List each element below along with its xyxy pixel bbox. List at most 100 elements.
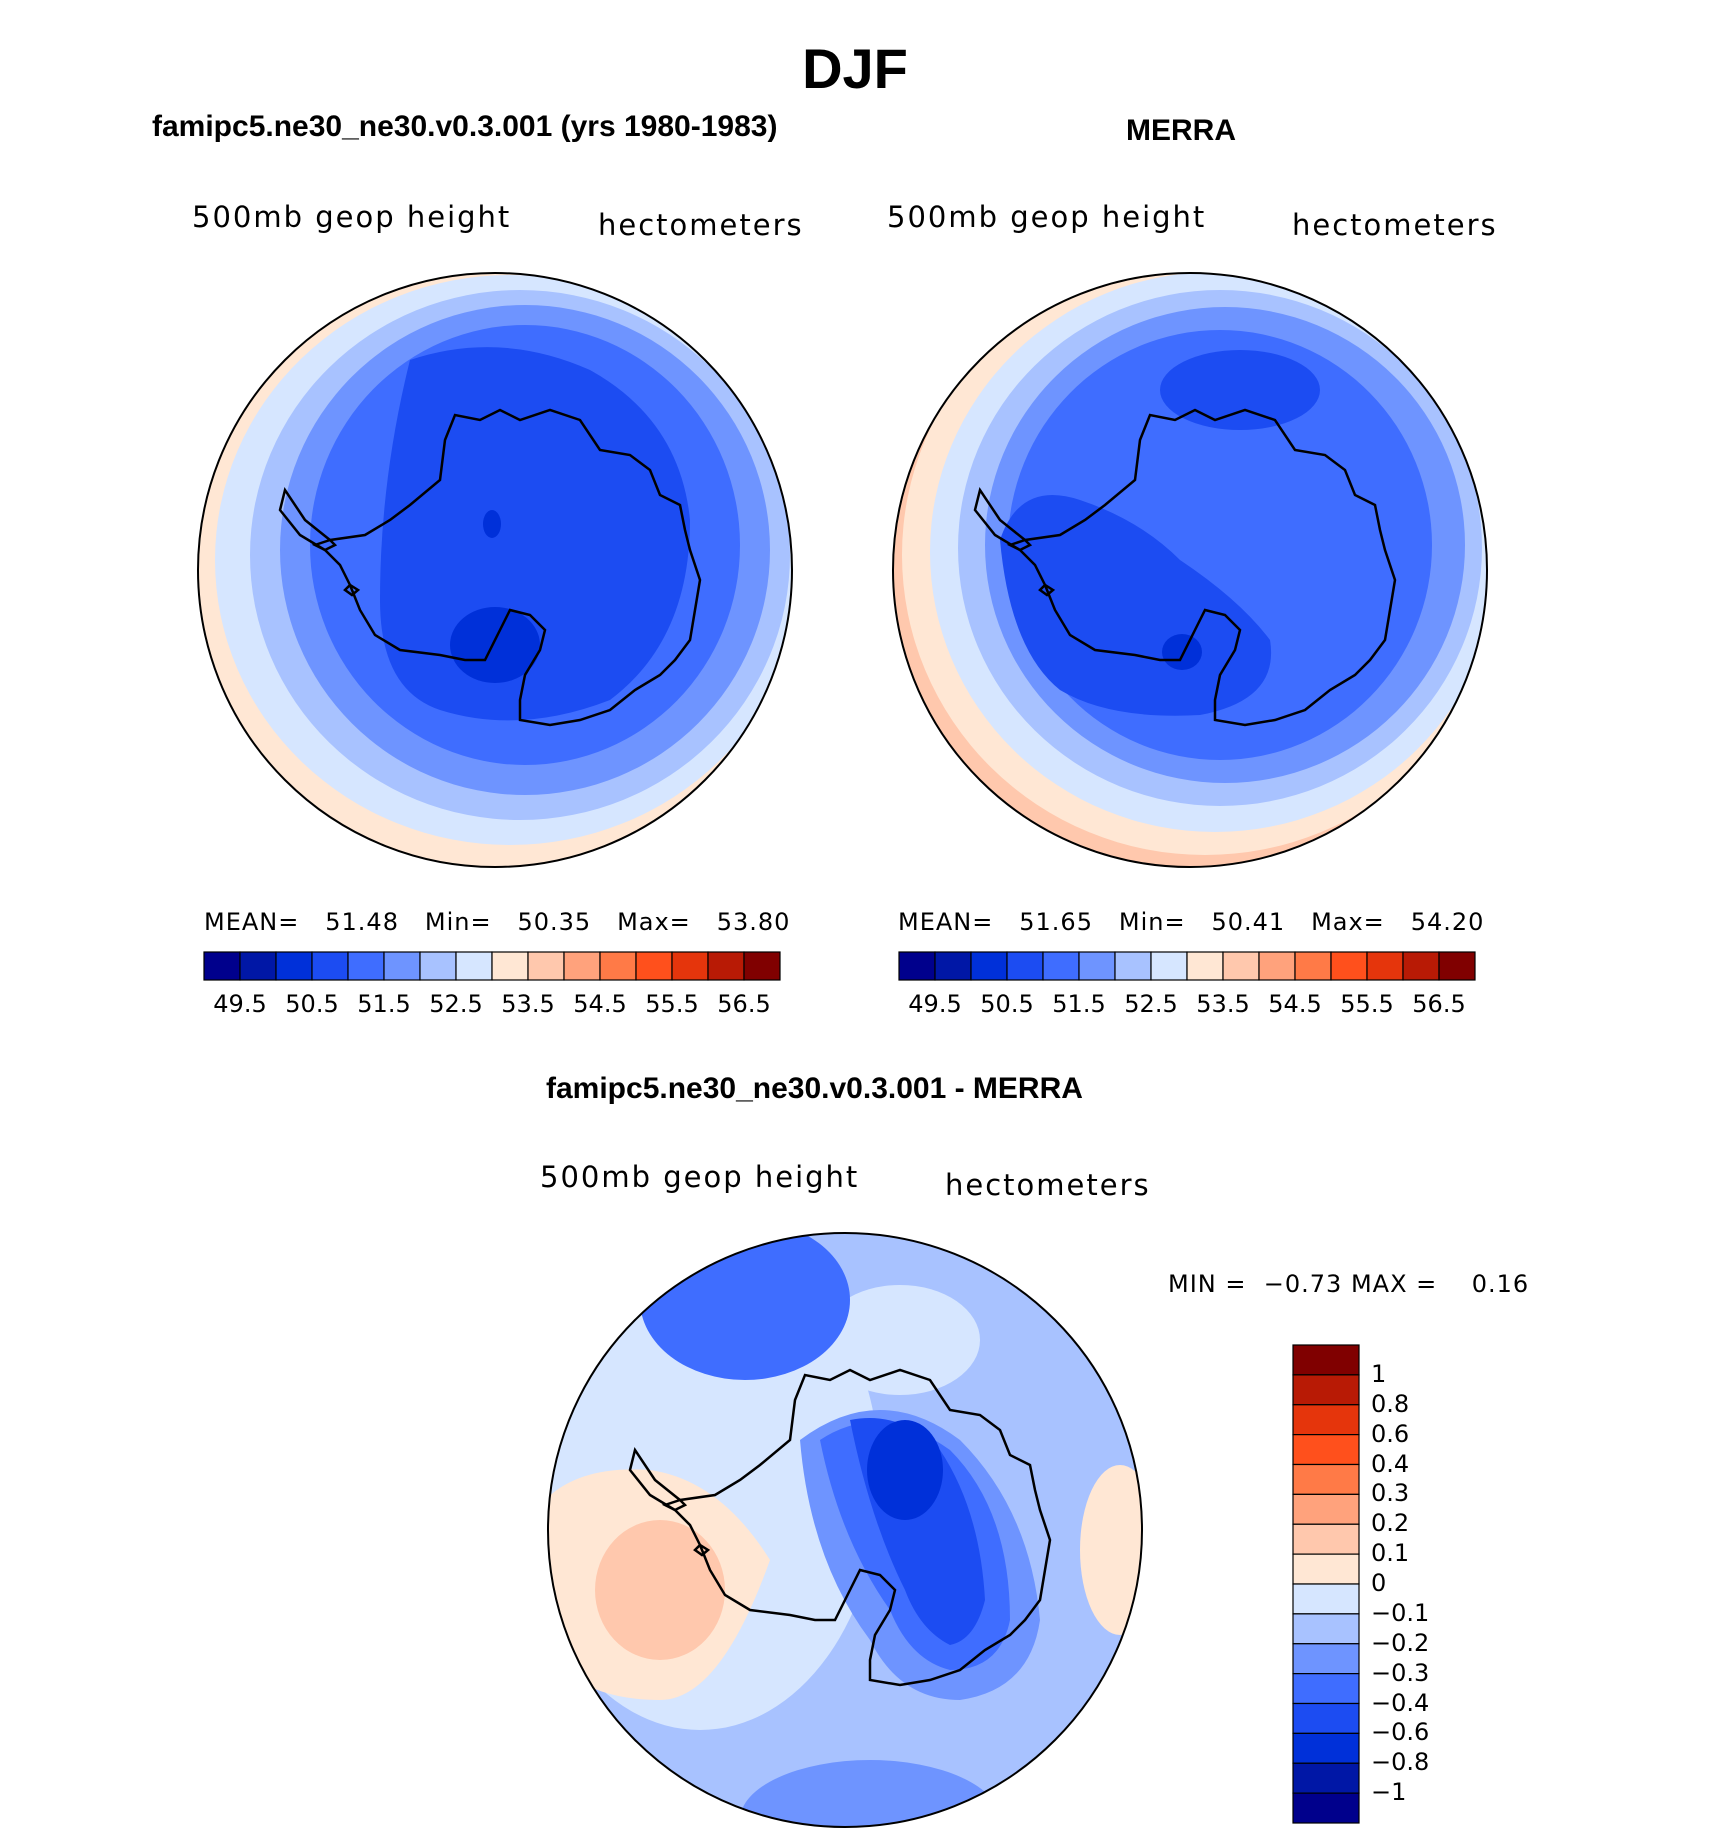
colorbar3-tick-label: 0.4 (1371, 1449, 1410, 1478)
colorbar2-cell (1006, 951, 1044, 981)
colorbar3-tick-label: −0.1 (1371, 1598, 1430, 1627)
colorbar1-tick-label: 52.5 (429, 990, 483, 1018)
colorbar1-cell (311, 951, 349, 981)
colorbar1-tick-label: 54.5 (573, 990, 627, 1018)
colorbar3-tick-label: 0 (1371, 1569, 1387, 1597)
colorbar2-cell (1222, 951, 1260, 981)
panel3-max-label: MAX = (1350, 1270, 1438, 1298)
colorbar2-cell (1438, 951, 1476, 981)
colorbar2-tick-label: 52.5 (1124, 990, 1178, 1018)
colorbar2-tick-label: 50.5 (980, 990, 1034, 1018)
colorbar2-tick-label: 56.5 (1412, 990, 1466, 1018)
map2-band-m2-north (1160, 350, 1320, 430)
colorbar3-cell (1292, 1732, 1360, 1764)
map2-border (892, 272, 1488, 868)
model-map (197, 272, 793, 868)
map2-band-m1 (1162, 634, 1202, 670)
colorbar3-cell (1292, 1344, 1360, 1376)
panel2-stats: MEAN= 51.65 Min= 50.41 Max= 54.20 (898, 908, 1484, 936)
colorbar2 (898, 951, 1476, 981)
map3-region-m1 (867, 1420, 943, 1520)
colorbar1-tick-label: 56.5 (717, 990, 771, 1018)
colorbar1-cell (707, 951, 745, 981)
map2-band-m2 (1000, 495, 1272, 716)
colorbar2-cell (1114, 951, 1152, 981)
panel2-max-label: Max= (1311, 908, 1385, 936)
colorbar1-cell (563, 951, 601, 981)
colorbar3-cell (1292, 1792, 1360, 1824)
panel3-min-value: −0.73 (1263, 1270, 1343, 1298)
colorbar2-cell (970, 951, 1008, 981)
figure-title: DJF (802, 37, 908, 100)
colorbar3-tick-label: 0.3 (1371, 1479, 1410, 1508)
colorbar1-tick-label: 55.5 (645, 990, 699, 1018)
colorbar2-tick-label: 54.5 (1268, 990, 1322, 1018)
colorbar3-tick-label: −0.8 (1371, 1748, 1430, 1777)
panel3-units-label: hectometers (945, 1168, 1151, 1202)
difference-map (547, 1232, 1143, 1828)
panel1-mean-value: 51.48 (325, 908, 399, 936)
colorbar1 (203, 951, 781, 981)
colorbar3-cell (1292, 1583, 1360, 1615)
colorbar2-cell (1042, 951, 1080, 981)
panel1-stats: MEAN= 51.48 Min= 50.35 Max= 53.80 (204, 908, 790, 936)
colorbar3-tick-label: 0.1 (1371, 1539, 1410, 1568)
map3-region-p2 (595, 1520, 725, 1660)
panel2-mean-value: 51.65 (1019, 908, 1093, 936)
colorbar3-tick-label: −0.6 (1371, 1718, 1430, 1747)
panel2-units-label: hectometers (1292, 208, 1498, 242)
merra-map (892, 272, 1488, 868)
panel3-max-value: 0.16 (1471, 1270, 1530, 1298)
panel1-title: famipc5.ne30_ne30.v0.3.001 (yrs 1980-198… (152, 110, 778, 143)
panel1-min-label: Min= (424, 908, 492, 936)
colorbar1-cell (419, 951, 457, 981)
colorbar1-cell (383, 951, 421, 981)
colorbar1-cell (599, 951, 637, 981)
colorbar1-cell (491, 951, 529, 981)
colorbar2-cell (1330, 951, 1368, 981)
colorbar1-tick-label: 49.5 (213, 990, 267, 1018)
colorbar1-cell (455, 951, 493, 981)
colorbar1-tick-label: 53.5 (501, 990, 555, 1018)
colorbar2-cell (1402, 951, 1440, 981)
colorbar1-cell (743, 951, 781, 981)
panel2-min-label: Min= (1118, 908, 1186, 936)
panel2-min-value: 50.41 (1211, 908, 1286, 936)
colorbar3-cell (1292, 1673, 1360, 1705)
panel1-variable-label: 500mb geop height (192, 200, 512, 234)
panel1-max-label: Max= (617, 908, 691, 936)
colorbar2-cell (1078, 951, 1116, 981)
map1-band-m1 (450, 607, 540, 683)
panel1-mean-label: MEAN= (204, 908, 300, 936)
colorbar2-tick-label: 53.5 (1196, 990, 1250, 1018)
colorbar3-tick-label: −0.2 (1371, 1628, 1430, 1657)
map3-region-m4-south (740, 1760, 1000, 1827)
colorbar1-tick-label: 51.5 (357, 990, 411, 1018)
panel3-min-label: MIN = (1168, 1270, 1247, 1298)
colorbar3-cell (1292, 1553, 1360, 1585)
map1-border (197, 272, 793, 868)
colorbar1-cell (203, 951, 241, 981)
colorbar2-tick-label: 49.5 (908, 990, 962, 1018)
colorbar1-cell (527, 951, 565, 981)
colorbar3-cell (1292, 1523, 1360, 1555)
colorbar2-cell (1150, 951, 1188, 981)
panel1-max-value: 53.80 (716, 908, 791, 936)
colorbar3-tick-label: 0.6 (1371, 1419, 1410, 1448)
colorbar2-cell (1366, 951, 1404, 981)
colorbar1-cell (671, 951, 709, 981)
colorbar2-cell (1186, 951, 1224, 981)
map3-region-p1-east (1080, 1465, 1142, 1635)
colorbar2-tick-label: 55.5 (1340, 990, 1394, 1018)
colorbar2-cell (934, 951, 972, 981)
colorbar3-cell (1292, 1702, 1360, 1734)
colorbar3-cell (1292, 1404, 1360, 1436)
colorbar1-tick-label: 50.5 (285, 990, 339, 1018)
panel1-min-value: 50.35 (517, 908, 592, 936)
colorbar1-cell (347, 951, 385, 981)
colorbar3-cell (1292, 1613, 1360, 1645)
panel2-variable-label: 500mb geop height (887, 200, 1207, 234)
panel2-title: MERRA (1126, 114, 1236, 147)
colorbar2-cell (898, 951, 936, 981)
map3-region-m3-north (640, 1233, 850, 1380)
